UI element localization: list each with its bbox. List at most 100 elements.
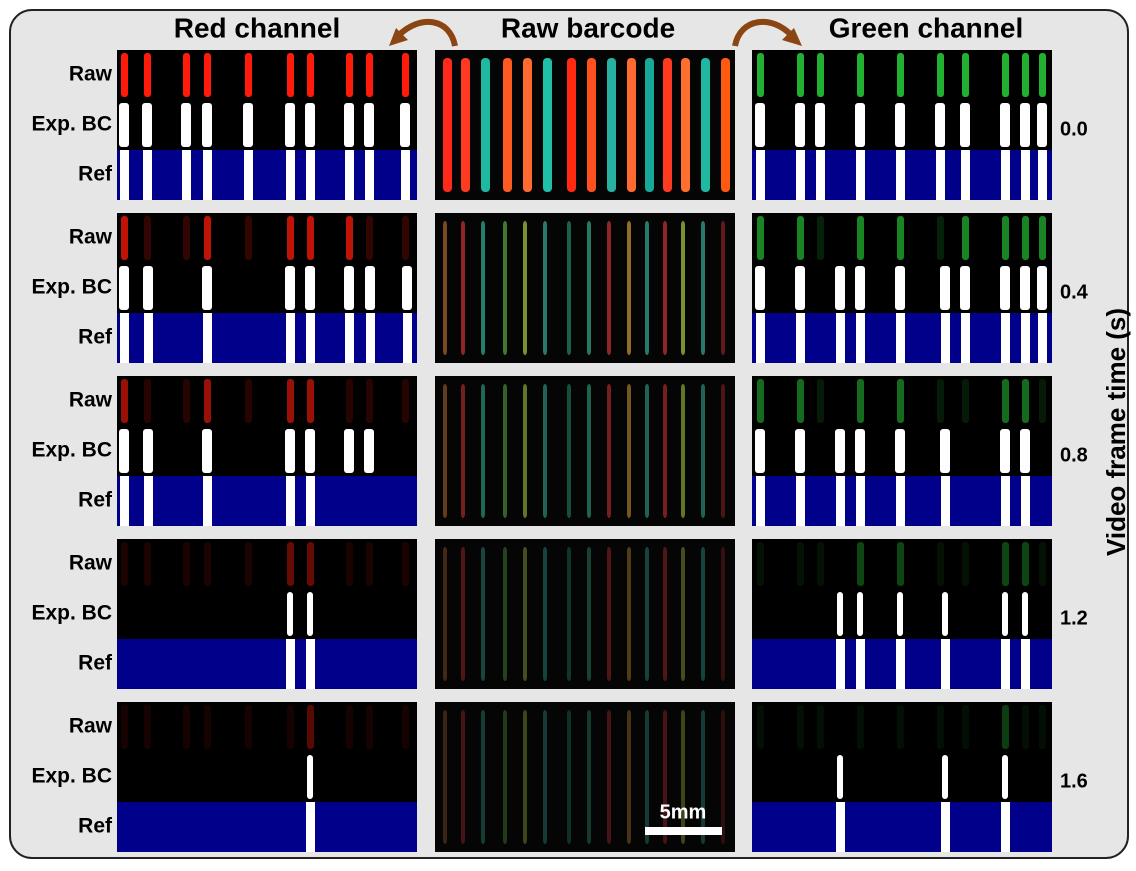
frame-time: 1.2 <box>1060 607 1088 629</box>
exp-strip <box>117 752 417 802</box>
raw-streak <box>1039 53 1046 97</box>
exp-bar <box>1020 429 1030 473</box>
row-label: Ref <box>78 815 113 838</box>
raw-streak <box>797 379 804 423</box>
ref-bar <box>836 313 845 363</box>
raw-title: Raw barcode <box>501 12 675 43</box>
raw-streak <box>937 216 944 260</box>
scale-bar <box>645 827 722 835</box>
barcode-streak <box>681 547 685 681</box>
exp-bar <box>895 266 905 310</box>
raw-streak <box>797 542 804 586</box>
raw-streak <box>937 705 944 749</box>
figure: Red channel Raw barcode Green channel Vi… <box>0 0 1136 866</box>
raw-streak <box>402 53 409 97</box>
ref-bar <box>120 150 129 200</box>
exp-bar <box>835 266 845 310</box>
barcode-streak <box>543 547 547 681</box>
ref-bar <box>182 150 191 200</box>
row-label: Exp. BC <box>31 765 112 788</box>
ref-bar <box>816 150 825 200</box>
raw-streak <box>402 379 409 423</box>
barcode-streak <box>627 710 631 844</box>
raw-streak <box>204 216 211 260</box>
raw-streak <box>757 705 764 749</box>
raw-streak <box>346 542 353 586</box>
raw-streak <box>204 705 211 749</box>
ref-bar <box>1001 476 1010 526</box>
raw-streak <box>1022 542 1029 586</box>
raw-streak <box>1039 379 1046 423</box>
exp-bar <box>344 103 354 147</box>
exp-bar <box>960 103 970 147</box>
barcode-streak <box>627 58 636 192</box>
raw-streak <box>402 705 409 749</box>
ref-strip <box>117 802 417 852</box>
exp-bar <box>897 592 903 636</box>
ref-bar <box>941 313 950 363</box>
raw-streak <box>937 53 944 97</box>
raw-streak <box>402 216 409 260</box>
ref-bar <box>1001 802 1010 852</box>
exp-bar <box>755 266 765 310</box>
raw-streak <box>817 705 824 749</box>
ref-bar <box>143 150 152 200</box>
ref-bar <box>203 150 212 200</box>
ref-strip <box>117 639 417 689</box>
raw-streak <box>1022 705 1029 749</box>
barcode-streak <box>461 710 465 844</box>
barcode-streak <box>627 547 631 681</box>
barcode-streak <box>663 58 672 192</box>
barcode-streak <box>627 221 631 355</box>
row-label: Raw <box>69 715 113 738</box>
raw-streak <box>121 53 128 97</box>
exp-bar <box>119 103 129 147</box>
raw-streak <box>817 53 824 97</box>
barcode-streak <box>443 710 447 844</box>
exp-bar <box>119 266 129 310</box>
raw-streak <box>1039 216 1046 260</box>
frame-time: 1.6 <box>1060 770 1088 792</box>
exp-bar <box>837 755 843 799</box>
frame-time: 0.0 <box>1060 118 1088 140</box>
exp-bar <box>202 103 212 147</box>
row-label: Ref <box>78 326 113 349</box>
raw-streak <box>1022 53 1029 97</box>
barcode-streak <box>461 58 470 192</box>
raw-streak <box>287 705 294 749</box>
ref-bar <box>961 150 970 200</box>
raw-streak <box>245 53 252 97</box>
exp-bar <box>305 429 315 473</box>
ref-bar <box>306 150 315 200</box>
barcode-streak <box>587 384 591 518</box>
raw-streak <box>204 379 211 423</box>
raw-streak <box>1002 53 1009 97</box>
raw-streak <box>962 216 969 260</box>
exp-bar <box>795 103 805 147</box>
barcode-streak <box>681 710 685 844</box>
barcode-image <box>435 539 735 689</box>
frame-time: 0.4 <box>1060 281 1089 303</box>
raw-streak <box>307 542 314 586</box>
ref-bar <box>1021 150 1030 200</box>
ref-bar <box>144 313 153 363</box>
exp-bar <box>285 429 295 473</box>
barcode-streak <box>645 221 649 355</box>
barcode-streak <box>567 384 571 518</box>
raw-streak <box>857 379 864 423</box>
ref-bar <box>144 476 153 526</box>
ref-bar <box>756 313 765 363</box>
exp-bar <box>940 429 950 473</box>
barcode-streak <box>523 58 532 192</box>
barcode-image <box>435 376 735 526</box>
raw-streak <box>366 705 373 749</box>
row-label: Ref <box>78 489 113 512</box>
ref-bar <box>941 639 950 689</box>
ref-bar <box>306 313 315 363</box>
exp-bar <box>400 103 410 147</box>
red-title: Red channel <box>174 12 340 43</box>
raw-streak <box>757 216 764 260</box>
raw-streak <box>366 216 373 260</box>
barcode-streak <box>503 710 507 844</box>
raw-streak <box>121 379 128 423</box>
